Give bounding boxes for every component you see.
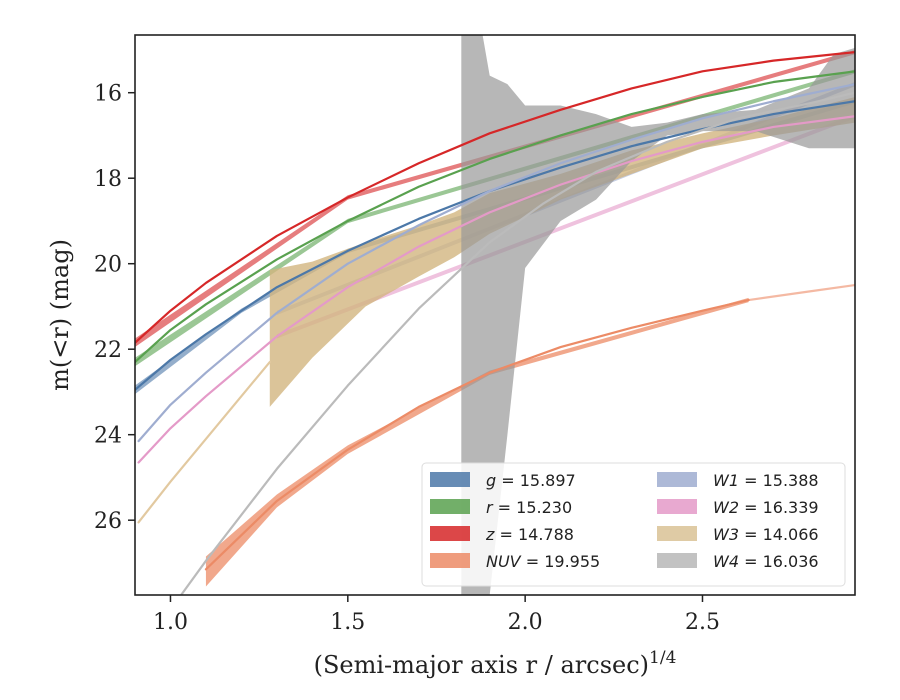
legend-label-w2: W2 = 16.339 xyxy=(713,498,819,517)
y-tick-label: 24 xyxy=(94,424,122,449)
y-tick-label: 22 xyxy=(94,338,122,363)
legend-swatch-r xyxy=(430,499,470,514)
x-tick-label: 2.5 xyxy=(685,610,720,635)
y-tick-label: 18 xyxy=(94,167,122,192)
y-tick-label: 20 xyxy=(94,253,122,278)
y-tick-label: 16 xyxy=(94,82,122,107)
series-line-ext-nuv xyxy=(748,283,855,302)
series-line-w3 xyxy=(137,360,271,524)
legend-swatch-nuv xyxy=(430,553,470,568)
y-axis-title: m(<r) (mag) xyxy=(46,239,74,391)
legend-label-r: r = 15.230 xyxy=(486,498,572,517)
x-tick-label: 2.0 xyxy=(508,610,543,635)
band-w4 xyxy=(461,35,855,595)
legend-label-w1: W1 = 15.388 xyxy=(713,471,819,490)
legend-swatch-w1 xyxy=(657,472,697,487)
series-line-w1 xyxy=(137,83,855,443)
band-w2 xyxy=(276,114,855,339)
legend-label-w4: W4 = 16.036 xyxy=(713,552,819,571)
legend-frame xyxy=(421,462,846,587)
legend-swatch-w3 xyxy=(657,526,697,541)
plot-frame xyxy=(134,34,856,596)
legend-swatch-z xyxy=(430,526,470,541)
legend-label-w3: W3 = 14.066 xyxy=(713,525,819,544)
legend-label-nuv: NUV = 19.955 xyxy=(486,552,600,571)
legend-label-g: g = 15.897 xyxy=(486,471,576,490)
series-line-r xyxy=(135,70,855,364)
series-line-z xyxy=(135,50,855,344)
x-axis-title: (Semi-major axis r / arcsec)1/4 xyxy=(314,648,677,679)
x-tick-label: 1.5 xyxy=(330,610,365,635)
legend: g = 15.897 r = 15.230 z = 14.788 NUV = 19.9… xyxy=(421,462,846,587)
series-line-nuv xyxy=(204,298,750,571)
legend-swatch-w4 xyxy=(657,553,697,568)
y-tick-label: 26 xyxy=(94,509,122,534)
legend-swatch-w2 xyxy=(657,499,697,514)
legend-swatch-g xyxy=(430,472,470,487)
series-line-w2 xyxy=(137,115,855,464)
x-tick-label: 1.0 xyxy=(153,610,188,635)
legend-label-z: z = 14.788 xyxy=(485,525,574,544)
series-line-w4 xyxy=(180,91,855,595)
